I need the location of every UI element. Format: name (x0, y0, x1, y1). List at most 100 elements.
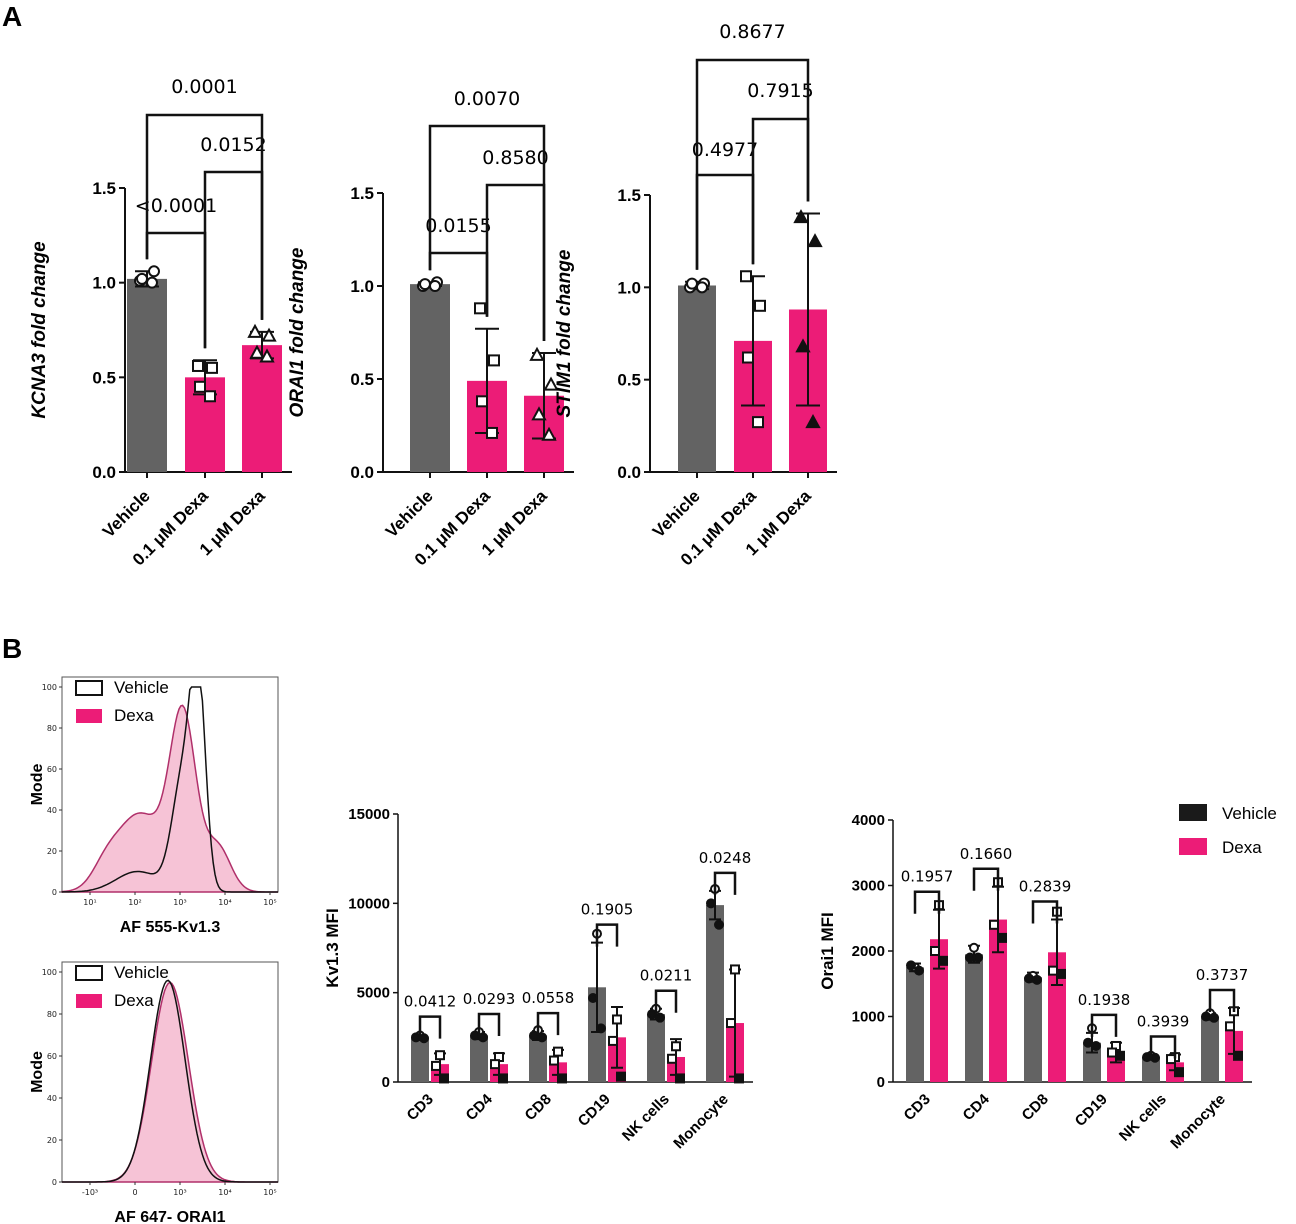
kv13-mfi-ytick-label: 5000 (357, 985, 390, 1002)
stim1-data-point (805, 414, 821, 429)
orai1-mfi-xtick-label: Monocyte (1167, 1091, 1229, 1153)
stim1-p-value: 0.4977 (692, 139, 758, 161)
orai1-mfi-bar-dexa (930, 939, 948, 1082)
orai1-mfi-data-point (997, 932, 1007, 943)
orai1-data-point (486, 426, 498, 439)
kv13-mfi-data-point (612, 1014, 622, 1025)
orai1-mfi-data-point (1048, 965, 1058, 976)
stim1-ytick-label: 1.0 (617, 278, 641, 297)
kcna3-data-point (192, 359, 204, 372)
stim1-data-point (740, 270, 752, 283)
orai1-mfi-y-label: Orai1 MFI (818, 912, 837, 989)
kv13-mfi-ytick-label: 10000 (348, 895, 390, 912)
kv13-mfi-xtick-label: NK cells (619, 1091, 673, 1145)
stim1-data-point (742, 351, 754, 364)
orai1-ytick-label: 1.0 (350, 277, 374, 296)
kv13-mfi-chart: 0 5000 10000 15000 Kv1.3 MFI 0.0412 CD3 0.0293 C… (323, 806, 753, 1152)
orai1-mfi-p-value: 0.1660 (960, 845, 1013, 863)
kv13-mfi-p-value: 0.0412 (404, 993, 457, 1011)
orai1-ytick-label: 1.5 (350, 184, 374, 203)
orai1-mfi-comparison-bracket (1208, 988, 1236, 1012)
orai1-mfi-ytick-label: 2000 (852, 943, 885, 960)
kv13-mfi-p-value: 0.1905 (581, 901, 634, 919)
stim1-data-point (686, 277, 698, 290)
stim1-data-point (807, 233, 823, 248)
kcna3-data-point (148, 265, 160, 278)
hist-kv13-xtick-label: 10⁴ (218, 898, 231, 907)
orai1-data-point (419, 278, 431, 291)
kv13-mfi-data-point (490, 1059, 500, 1070)
hist-kv13-legend-vehicle-swatch (75, 680, 103, 696)
orai1-data-point (529, 346, 545, 361)
orai1-mfi-data-point (930, 946, 940, 956)
orai1-mfi-data-point (1083, 1037, 1093, 1048)
stim1-data-point (696, 281, 708, 294)
kv13-mfi-data-point (553, 1046, 563, 1057)
orai1-mfi-chart: 0 1000 2000 3000 4000 Orai1 MFI 0.1957 CD3 0.166… (818, 812, 1252, 1152)
orai1-mfi-data-point (989, 919, 999, 930)
stim1-ytick-label: 1.5 (617, 186, 641, 205)
stim1-comparison-bracket (695, 58, 810, 270)
stim1-data-point (795, 338, 811, 353)
hist-kv13-ytick-label: 100 (42, 683, 57, 692)
kv13-mfi-comparison-bracket (418, 1015, 442, 1039)
kv13-mfi-data-point (478, 1032, 488, 1043)
stim1-data-point (754, 299, 766, 312)
kv13-mfi-data-point (675, 1073, 685, 1084)
kv13-mfi-comparison-bracket (713, 871, 737, 895)
panel-b-letter: B (2, 633, 22, 664)
hist-orai1-y-label: Mode (29, 1051, 46, 1093)
legend-vehicle-swatch (1179, 804, 1207, 821)
kcna3-ytick-label: 0.5 (92, 368, 116, 387)
kv13-mfi-data-point (498, 1073, 508, 1084)
orai1-mfi-data-point (973, 952, 983, 963)
kv13-mfi-data-point (671, 1041, 681, 1052)
orai1-mfi-comparison-bracket (1149, 1035, 1177, 1059)
kcna3-p-value: 0.0001 (171, 76, 237, 98)
hist-orai1-ytick-label: 20 (47, 1136, 57, 1145)
orai1-data-point (531, 406, 547, 421)
orai1-mfi-comparison-bracket (913, 890, 941, 914)
orai1-ytick-label: 0.5 (350, 370, 374, 389)
kcna3-bar (127, 278, 167, 472)
orai1-mfi-p-value: 0.2839 (1019, 878, 1072, 896)
orai1-ytick-label: 0.0 (350, 463, 374, 482)
stim1-bar (678, 285, 716, 472)
kv13-mfi-comparison-bracket (595, 923, 619, 947)
orai1-mfi-bar-vehicle (1201, 1016, 1219, 1082)
hist-orai1-legend-dexa-label: Dexa (114, 991, 154, 1010)
orai1-bar (410, 284, 450, 472)
orai1-mfi-data-point (1201, 1011, 1211, 1022)
kv13-mfi-data-point (588, 993, 598, 1004)
hist-orai1-legend-vehicle-swatch (75, 965, 103, 981)
orai1-data-point (474, 302, 486, 315)
hist-kv13-y-label: Mode (29, 764, 46, 806)
orai1-mfi-ytick-label: 0 (877, 1074, 885, 1091)
kv13-mfi-ytick-label: 0 (382, 1074, 390, 1091)
kcna3-data-point (249, 344, 265, 359)
hist-orai1-legend-vehicle-label: Vehicle (114, 963, 169, 982)
orai1-mfi-data-point (914, 965, 924, 976)
hist-orai1-ytick-label: 0 (52, 1178, 57, 1187)
kv13-mfi-xtick-label: CD19 (575, 1091, 614, 1130)
orai1-mfi-data-point (906, 960, 916, 971)
hist-orai1-xtick-label: 10³ (173, 1188, 186, 1197)
orai1-mfi-xtick-label: CD19 (1072, 1091, 1111, 1130)
hist-kv13-ytick-label: 0 (52, 888, 57, 897)
orai1-mfi-data-point (1091, 1040, 1101, 1051)
kv13-mfi-data-point (667, 1053, 677, 1064)
orai1-p-value: 0.0155 (425, 215, 491, 237)
stim1-data-point (752, 416, 764, 429)
kcna3-p-value: <0.0001 (135, 195, 217, 217)
kv13-mfi-data-point (537, 1032, 547, 1043)
orai1-mfi-bar-vehicle (906, 967, 924, 1082)
kcna3-bar (242, 345, 282, 472)
orai1-mfi-xtick-label: CD3 (901, 1091, 934, 1124)
hist-orai1-ytick-label: 60 (47, 1052, 57, 1061)
orai1-xtick-label: Vehicle (382, 486, 437, 541)
kv13-mfi-p-value: 0.0558 (522, 989, 575, 1007)
hist-kv13-x-label: AF 555-Kv1.3 (120, 919, 221, 936)
orai1-data-point (488, 354, 500, 367)
